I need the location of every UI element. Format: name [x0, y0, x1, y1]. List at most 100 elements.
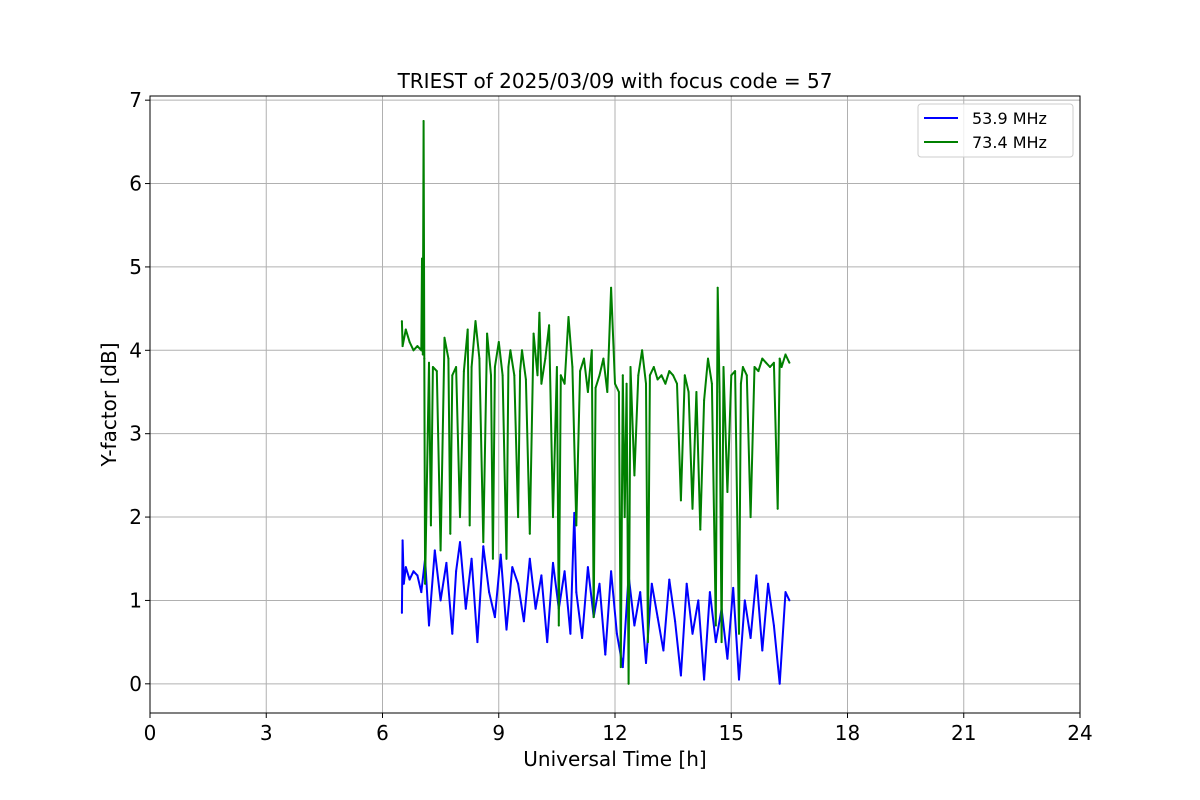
data-point	[552, 516, 554, 519]
data-point	[778, 357, 781, 360]
x-tick-label-7: 21	[951, 721, 976, 745]
data-point	[668, 578, 671, 581]
data-point	[695, 391, 698, 393]
data-point	[404, 566, 407, 569]
data-point	[474, 320, 477, 323]
data-point	[540, 574, 543, 577]
y-tick-label-7: 7	[129, 88, 142, 112]
data-point	[519, 370, 522, 373]
data-point	[615, 632, 618, 635]
data-point	[703, 399, 706, 402]
data-point	[482, 541, 485, 544]
legend: 53.9 MHz 73.4 MHz	[917, 103, 1074, 158]
data-point	[726, 491, 729, 493]
data-point	[610, 570, 613, 573]
x-tick-label-2: 6	[376, 721, 389, 745]
data-point	[604, 653, 607, 656]
data-point	[420, 591, 423, 594]
data-point	[490, 374, 492, 377]
data-point	[648, 374, 651, 377]
data-point	[710, 382, 713, 385]
data-point	[499, 553, 502, 556]
data-point	[511, 566, 514, 569]
data-point	[548, 324, 551, 327]
data-point	[557, 624, 560, 627]
data-point	[703, 678, 706, 681]
data-point	[765, 361, 768, 364]
data-point	[447, 357, 450, 360]
data-point	[493, 616, 496, 619]
data-point	[594, 386, 597, 389]
data-point	[540, 382, 543, 385]
data-point	[486, 332, 489, 335]
y-tick-label-5: 5	[129, 255, 142, 279]
data-point	[534, 607, 537, 610]
data-point	[532, 332, 535, 335]
data-point	[732, 586, 735, 589]
data-point	[645, 382, 647, 385]
data-point	[602, 357, 605, 360]
data-point	[476, 641, 479, 644]
data-point	[470, 557, 473, 560]
data-point	[445, 561, 448, 564]
y-tick-label-2: 2	[129, 505, 142, 529]
data-point	[679, 499, 682, 502]
data-point	[745, 374, 748, 377]
data-point	[466, 328, 469, 331]
data-point	[629, 366, 632, 368]
data-point	[478, 357, 481, 360]
data-point	[716, 286, 719, 289]
data-point	[722, 366, 725, 368]
data-point	[421, 257, 423, 260]
data-point	[488, 591, 491, 594]
data-point	[571, 366, 574, 368]
data-point	[656, 378, 659, 381]
data-point	[627, 682, 630, 685]
data-point	[778, 682, 781, 685]
data-point	[761, 649, 764, 652]
data-point	[428, 624, 430, 627]
data-point	[614, 382, 616, 385]
data-point	[753, 366, 756, 368]
data-point	[416, 345, 419, 348]
data-point	[676, 382, 678, 385]
data-point	[567, 316, 570, 318]
data-point	[513, 374, 516, 377]
data-point	[687, 391, 690, 393]
data-point	[691, 632, 694, 635]
data-point	[590, 349, 593, 352]
data-point	[592, 616, 595, 619]
data-point	[621, 374, 624, 377]
data-point	[772, 361, 775, 364]
data-point	[788, 599, 791, 602]
data-point	[619, 666, 622, 669]
data-point	[767, 582, 770, 585]
data-point	[412, 349, 415, 352]
data-point	[482, 545, 485, 548]
data-point	[464, 607, 467, 610]
data-point	[505, 557, 508, 560]
data-point	[761, 357, 764, 360]
x-tick-label-0: 0	[144, 721, 157, 745]
data-point	[575, 591, 578, 594]
data-point	[422, 120, 425, 122]
data-point	[707, 357, 709, 360]
data-point	[755, 574, 758, 577]
data-point	[493, 366, 496, 368]
x-tick-label-3: 9	[492, 721, 505, 745]
series-1	[400, 120, 791, 685]
data-point	[683, 374, 686, 377]
x-tick-label-5: 15	[719, 721, 744, 745]
data-point	[639, 591, 642, 594]
data-point	[757, 370, 760, 373]
data-point	[470, 366, 473, 368]
y-tick-label-3: 3	[129, 422, 142, 446]
data-point	[505, 628, 508, 631]
data-point	[528, 557, 531, 560]
data-point	[646, 641, 649, 644]
data-point	[617, 391, 620, 393]
data-point	[749, 637, 752, 639]
data-point	[679, 674, 682, 677]
data-point	[633, 474, 636, 477]
